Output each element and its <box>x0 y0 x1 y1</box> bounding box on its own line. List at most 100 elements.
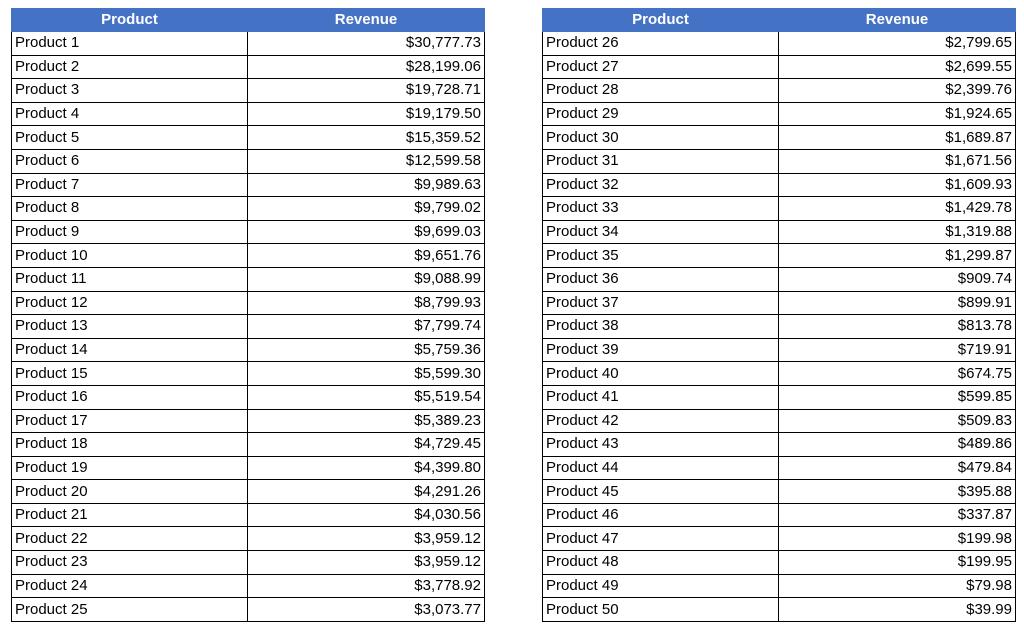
revenue-cell[interactable]: $12,599.58 <box>247 148 485 174</box>
product-cell[interactable]: Product 39 <box>542 337 779 363</box>
product-cell[interactable]: Product 20 <box>11 479 248 504</box>
product-cell[interactable]: Product 50 <box>542 597 779 622</box>
product-cell[interactable]: Product 41 <box>542 384 779 410</box>
product-cell[interactable]: Product 16 <box>11 384 248 410</box>
revenue-cell[interactable]: $3,778.92 <box>247 573 485 599</box>
revenue-cell[interactable]: $30,777.73 <box>247 31 485 56</box>
revenue-cell[interactable]: $7,799.74 <box>247 314 485 339</box>
revenue-cell[interactable]: $719.91 <box>778 337 1016 363</box>
revenue-cell[interactable]: $9,699.03 <box>247 219 485 245</box>
revenue-cell[interactable]: $2,699.55 <box>778 54 1016 80</box>
revenue-cell[interactable]: $4,729.45 <box>247 432 485 457</box>
revenue-cell[interactable]: $3,959.12 <box>247 550 485 575</box>
revenue-cell[interactable]: $1,299.87 <box>778 243 1016 268</box>
revenue-cell[interactable]: $1,319.88 <box>778 219 1016 245</box>
revenue-cell[interactable]: $1,924.65 <box>778 101 1016 127</box>
product-cell[interactable]: Product 7 <box>11 172 248 198</box>
header-product[interactable]: Product <box>11 8 248 32</box>
product-cell[interactable]: Product 8 <box>11 196 248 221</box>
product-cell[interactable]: Product 38 <box>542 314 779 339</box>
product-cell[interactable]: Product 37 <box>542 290 779 316</box>
product-cell[interactable]: Product 34 <box>542 219 779 245</box>
revenue-cell[interactable]: $2,799.65 <box>778 31 1016 56</box>
revenue-cell[interactable]: $489.86 <box>778 432 1016 457</box>
revenue-cell[interactable]: $8,799.93 <box>247 290 485 316</box>
revenue-cell[interactable]: $9,989.63 <box>247 172 485 198</box>
product-cell[interactable]: Product 26 <box>542 31 779 56</box>
header-revenue[interactable]: Revenue <box>247 8 485 32</box>
revenue-cell[interactable]: $1,671.56 <box>778 148 1016 174</box>
revenue-cell[interactable]: $19,728.71 <box>247 78 485 103</box>
revenue-cell[interactable]: $1,689.87 <box>778 125 1016 150</box>
revenue-cell[interactable]: $3,959.12 <box>247 526 485 552</box>
revenue-cell[interactable]: $395.88 <box>778 479 1016 504</box>
revenue-cell[interactable]: $1,429.78 <box>778 196 1016 221</box>
header-product[interactable]: Product <box>542 8 779 32</box>
revenue-cell[interactable]: $5,759.36 <box>247 337 485 363</box>
product-cell[interactable]: Product 2 <box>11 54 248 80</box>
revenue-cell[interactable]: $4,399.80 <box>247 455 485 481</box>
revenue-cell[interactable]: $5,389.23 <box>247 408 485 434</box>
product-cell[interactable]: Product 17 <box>11 408 248 434</box>
revenue-cell[interactable]: $5,599.30 <box>247 361 485 386</box>
product-cell[interactable]: Product 22 <box>11 526 248 552</box>
product-cell[interactable]: Product 21 <box>11 502 248 528</box>
revenue-cell[interactable]: $9,651.76 <box>247 243 485 268</box>
revenue-cell[interactable]: $2,399.76 <box>778 78 1016 103</box>
product-cell[interactable]: Product 36 <box>542 266 779 292</box>
revenue-cell[interactable]: $674.75 <box>778 361 1016 386</box>
revenue-cell[interactable]: $599.85 <box>778 384 1016 410</box>
product-cell[interactable]: Product 3 <box>11 78 248 103</box>
product-cell[interactable]: Product 48 <box>542 550 779 575</box>
product-cell[interactable]: Product 45 <box>542 479 779 504</box>
revenue-cell[interactable]: $1,609.93 <box>778 172 1016 198</box>
revenue-cell[interactable]: $19,179.50 <box>247 101 485 127</box>
product-cell[interactable]: Product 4 <box>11 101 248 127</box>
product-cell[interactable]: Product 19 <box>11 455 248 481</box>
revenue-cell[interactable]: $509.83 <box>778 408 1016 434</box>
product-cell[interactable]: Product 1 <box>11 31 248 56</box>
revenue-cell[interactable]: $15,359.52 <box>247 125 485 150</box>
product-cell[interactable]: Product 28 <box>542 78 779 103</box>
product-cell[interactable]: Product 32 <box>542 172 779 198</box>
product-cell[interactable]: Product 14 <box>11 337 248 363</box>
product-cell[interactable]: Product 5 <box>11 125 248 150</box>
product-cell[interactable]: Product 9 <box>11 219 248 245</box>
product-cell[interactable]: Product 10 <box>11 243 248 268</box>
revenue-cell[interactable]: $28,199.06 <box>247 54 485 80</box>
revenue-cell[interactable]: $199.98 <box>778 526 1016 552</box>
revenue-cell[interactable]: $39.99 <box>778 597 1016 622</box>
product-cell[interactable]: Product 35 <box>542 243 779 268</box>
product-cell[interactable]: Product 30 <box>542 125 779 150</box>
revenue-cell[interactable]: $9,799.02 <box>247 196 485 221</box>
product-cell[interactable]: Product 6 <box>11 148 248 174</box>
revenue-cell[interactable]: $337.87 <box>778 502 1016 528</box>
revenue-cell[interactable]: $9,088.99 <box>247 266 485 292</box>
revenue-cell[interactable]: $813.78 <box>778 314 1016 339</box>
product-cell[interactable]: Product 27 <box>542 54 779 80</box>
product-cell[interactable]: Product 12 <box>11 290 248 316</box>
product-cell[interactable]: Product 25 <box>11 597 248 622</box>
product-cell[interactable]: Product 23 <box>11 550 248 575</box>
product-cell[interactable]: Product 15 <box>11 361 248 386</box>
product-cell[interactable]: Product 13 <box>11 314 248 339</box>
revenue-cell[interactable]: $79.98 <box>778 573 1016 599</box>
revenue-cell[interactable]: $899.91 <box>778 290 1016 316</box>
revenue-cell[interactable]: $199.95 <box>778 550 1016 575</box>
product-cell[interactable]: Product 11 <box>11 266 248 292</box>
product-cell[interactable]: Product 49 <box>542 573 779 599</box>
header-revenue[interactable]: Revenue <box>778 8 1016 32</box>
product-cell[interactable]: Product 42 <box>542 408 779 434</box>
product-cell[interactable]: Product 31 <box>542 148 779 174</box>
product-cell[interactable]: Product 24 <box>11 573 248 599</box>
product-cell[interactable]: Product 18 <box>11 432 248 457</box>
revenue-cell[interactable]: $909.74 <box>778 266 1016 292</box>
revenue-cell[interactable]: $3,073.77 <box>247 597 485 622</box>
revenue-cell[interactable]: $479.84 <box>778 455 1016 481</box>
product-cell[interactable]: Product 47 <box>542 526 779 552</box>
product-cell[interactable]: Product 29 <box>542 101 779 127</box>
revenue-cell[interactable]: $5,519.54 <box>247 384 485 410</box>
revenue-cell[interactable]: $4,030.56 <box>247 502 485 528</box>
product-cell[interactable]: Product 44 <box>542 455 779 481</box>
product-cell[interactable]: Product 33 <box>542 196 779 221</box>
